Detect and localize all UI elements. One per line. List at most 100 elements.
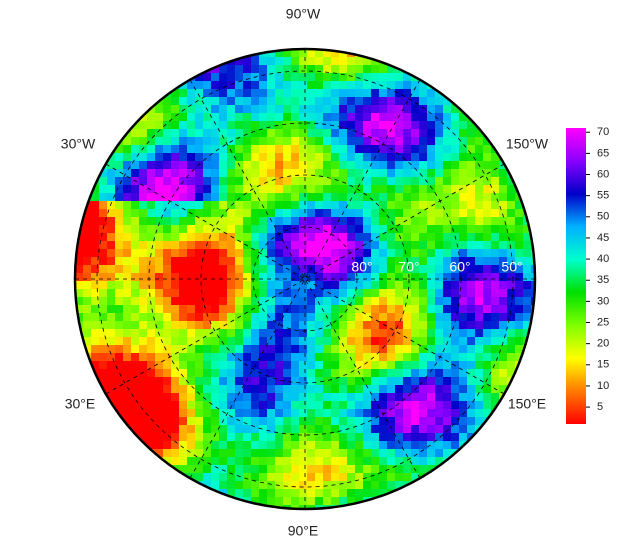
field-cell — [291, 105, 299, 113]
field-cell — [147, 217, 155, 225]
field-cell — [107, 281, 115, 289]
field-cell — [275, 121, 283, 129]
field-cell — [443, 177, 451, 185]
field-cell — [275, 209, 283, 217]
field-cell — [331, 177, 339, 185]
field-cell — [331, 105, 339, 113]
field-cell — [131, 169, 139, 177]
field-cell — [259, 217, 267, 225]
field-cell — [331, 449, 339, 457]
field-cell — [387, 297, 395, 305]
field-cell — [139, 193, 147, 201]
field-cell — [139, 377, 147, 385]
field-cell — [131, 185, 139, 193]
field-cell — [171, 393, 179, 401]
field-cell — [107, 289, 115, 297]
field-cell — [371, 433, 379, 441]
field-cell — [315, 105, 323, 113]
field-cell — [491, 369, 499, 377]
field-cell — [355, 457, 363, 465]
field-cell — [387, 353, 395, 361]
field-cell — [219, 249, 227, 257]
field-cell — [267, 425, 275, 433]
field-cell — [171, 241, 179, 249]
field-cell — [331, 457, 339, 465]
field-cell — [147, 305, 155, 313]
field-cell — [467, 201, 475, 209]
field-cell — [227, 177, 235, 185]
field-cell — [299, 129, 307, 137]
field-cell — [411, 65, 419, 73]
field-cell — [411, 297, 419, 305]
field-cell — [163, 257, 171, 265]
field-cell — [187, 369, 195, 377]
field-cell — [299, 49, 307, 57]
field-cell — [363, 337, 371, 345]
field-cell — [291, 361, 299, 369]
field-cell — [203, 265, 211, 273]
field-cell — [371, 177, 379, 185]
field-cell — [323, 433, 331, 441]
field-cell — [387, 185, 395, 193]
field-cell — [235, 417, 243, 425]
field-cell — [211, 417, 219, 425]
field-cell — [419, 305, 427, 313]
field-cell — [291, 201, 299, 209]
field-cell — [347, 265, 355, 273]
field-cell — [371, 241, 379, 249]
field-cell — [179, 161, 187, 169]
field-cell — [243, 465, 251, 473]
field-cell — [91, 233, 99, 241]
field-cell — [411, 113, 419, 121]
field-cell — [499, 369, 507, 377]
field-cell — [403, 177, 411, 185]
field-cell — [283, 345, 291, 353]
field-cell — [187, 273, 195, 281]
field-cell — [147, 289, 155, 297]
field-cell — [355, 289, 363, 297]
field-cell — [147, 145, 155, 153]
field-cell — [395, 481, 403, 489]
field-cell — [155, 361, 163, 369]
field-cell — [347, 305, 355, 313]
field-cell — [315, 481, 323, 489]
field-cell — [443, 185, 451, 193]
field-cell — [379, 121, 387, 129]
field-cell — [435, 297, 443, 305]
field-cell — [83, 249, 91, 257]
field-cell — [315, 369, 323, 377]
field-cell — [139, 265, 147, 273]
field-cell — [403, 353, 411, 361]
field-cell — [75, 305, 83, 313]
field-cell — [403, 257, 411, 265]
field-cell — [395, 89, 403, 97]
field-cell — [307, 161, 315, 169]
field-cell — [147, 121, 155, 129]
field-cell — [443, 121, 451, 129]
field-cell — [331, 209, 339, 217]
field-cell — [195, 193, 203, 201]
field-cell — [131, 425, 139, 433]
field-cell — [323, 185, 331, 193]
field-cell — [275, 161, 283, 169]
field-cell — [171, 145, 179, 153]
field-cell — [195, 289, 203, 297]
field-cell — [451, 241, 459, 249]
field-cell — [227, 241, 235, 249]
field-cell — [203, 385, 211, 393]
field-cell — [491, 225, 499, 233]
field-cell — [291, 353, 299, 361]
field-cell — [227, 289, 235, 297]
field-cell — [131, 313, 139, 321]
field-cell — [307, 121, 315, 129]
field-cell — [339, 193, 347, 201]
field-cell — [363, 129, 371, 137]
field-cell — [123, 265, 131, 273]
field-cell — [211, 225, 219, 233]
field-cell — [339, 225, 347, 233]
field-cell — [387, 465, 395, 473]
field-cell — [419, 121, 427, 129]
field-cell — [419, 377, 427, 385]
field-cell — [355, 337, 363, 345]
field-cell — [411, 329, 419, 337]
